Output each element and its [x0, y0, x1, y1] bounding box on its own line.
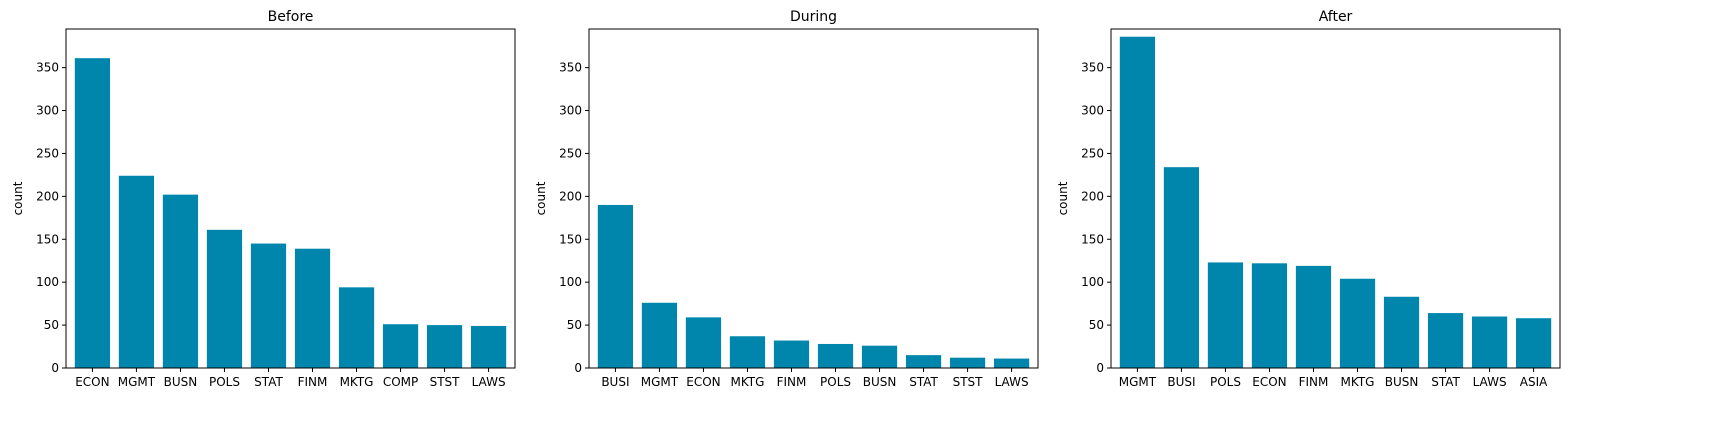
- bar-busi: [597, 204, 634, 368]
- x-tick-label: FINM: [1299, 375, 1329, 389]
- bar-econ: [685, 317, 722, 368]
- bar-mktg: [338, 287, 375, 368]
- bar-laws: [470, 325, 507, 368]
- bar-finm: [294, 248, 331, 368]
- x-tick-label: POLS: [1210, 375, 1241, 389]
- x-tick-label: COMP: [383, 375, 418, 389]
- bar-mktg: [1339, 278, 1376, 368]
- y-tick-label: 150: [559, 232, 582, 246]
- x-tick-label: LAWS: [1473, 375, 1507, 389]
- panel-title: During: [790, 9, 837, 25]
- x-tick-label: LAWS: [995, 375, 1029, 389]
- x-tick-label: ECON: [686, 375, 720, 389]
- x-tick-label: BUSN: [1385, 375, 1419, 389]
- y-tick-label: 100: [559, 275, 582, 289]
- y-tick-label: 250: [1081, 146, 1104, 160]
- x-tick-label: BUSI: [1167, 375, 1195, 389]
- x-tick-label: LAWS: [472, 375, 506, 389]
- y-tick-label: 200: [36, 189, 59, 203]
- x-tick-label: BUSI: [601, 375, 629, 389]
- bar-mgmt: [641, 302, 678, 368]
- bar-busn: [1383, 296, 1420, 368]
- x-tick-label: MGMT: [641, 375, 679, 389]
- bar-mktg: [729, 336, 766, 368]
- chart-panel-1: 0 50 100 150 200 250 300 350 ECON MGMT BUSN POLS STA…: [11, 9, 516, 389]
- x-tick-label: STAT: [1431, 375, 1460, 389]
- bar-stat: [1427, 313, 1464, 368]
- bar-busn: [861, 345, 898, 368]
- y-axis-label: count: [11, 181, 25, 215]
- x-tick-label: MKTG: [731, 375, 765, 389]
- bar-econ: [74, 58, 111, 368]
- y-tick-label: 50: [567, 318, 582, 332]
- panel-title: Before: [268, 9, 314, 25]
- x-tick-label: ASIA: [1520, 375, 1548, 389]
- bar-stat: [905, 355, 942, 368]
- y-tick-label: 100: [36, 275, 59, 289]
- y-tick-label: 300: [36, 104, 59, 118]
- bar-finm: [773, 340, 810, 368]
- x-tick-label: POLS: [209, 375, 240, 389]
- bar-pols: [206, 229, 243, 368]
- bar-pols: [817, 343, 854, 368]
- bar-stat: [250, 243, 287, 368]
- y-tick-label: 250: [559, 146, 582, 160]
- bar-stst: [426, 325, 463, 368]
- x-tick-label: BUSN: [164, 375, 198, 389]
- y-tick-label: 0: [51, 361, 59, 375]
- x-tick-label: ECON: [1252, 375, 1286, 389]
- chart-panel-2: 0 50 100 150 200 250 300 350 BUSI MGMT ECON MKTG FIN…: [534, 9, 1039, 389]
- x-tick-label: FINM: [777, 375, 807, 389]
- panel-title: After: [1319, 9, 1353, 25]
- bar-pols: [1207, 262, 1244, 368]
- bar-comp: [382, 324, 419, 368]
- y-tick-label: 200: [1081, 189, 1104, 203]
- bar-busi: [1163, 167, 1200, 368]
- x-tick-label: BUSN: [863, 375, 897, 389]
- bar-econ: [1251, 263, 1288, 368]
- bar-stst: [949, 357, 986, 368]
- y-tick-label: 350: [1081, 61, 1104, 75]
- y-tick-label: 200: [559, 189, 582, 203]
- x-tick-label: MGMT: [1119, 375, 1157, 389]
- axes-frame: [1110, 28, 1561, 369]
- axes-frame: [588, 28, 1039, 369]
- y-tick-label: 300: [1081, 104, 1104, 118]
- x-tick-label: STST: [430, 375, 461, 389]
- y-tick-label: 150: [36, 232, 59, 246]
- y-tick-label: 0: [1096, 361, 1104, 375]
- y-axis-label: count: [1056, 181, 1070, 215]
- y-tick-label: 50: [44, 318, 59, 332]
- y-tick-label: 250: [36, 146, 59, 160]
- x-tick-label: POLS: [820, 375, 851, 389]
- y-axis-label: count: [534, 181, 548, 215]
- y-tick-label: 350: [559, 61, 582, 75]
- x-tick-label: STAT: [254, 375, 283, 389]
- y-tick-label: 150: [1081, 232, 1104, 246]
- x-tick-label: FINM: [298, 375, 328, 389]
- bar-laws: [1471, 316, 1508, 368]
- bar-finm: [1295, 265, 1332, 368]
- x-tick-label: ECON: [75, 375, 109, 389]
- y-tick-label: 350: [36, 61, 59, 75]
- x-tick-label: MKTG: [1341, 375, 1375, 389]
- bar-asia: [1515, 318, 1552, 368]
- x-tick-label: STAT: [909, 375, 938, 389]
- bar-mgmt: [118, 175, 155, 368]
- bar-laws: [993, 358, 1030, 368]
- x-tick-label: MGMT: [118, 375, 156, 389]
- y-tick-label: 300: [559, 104, 582, 118]
- y-tick-label: 50: [1089, 318, 1104, 332]
- bar-mgmt: [1119, 36, 1156, 368]
- y-tick-label: 0: [574, 361, 582, 375]
- axes-frame: [65, 28, 516, 369]
- x-tick-label: MKTG: [340, 375, 374, 389]
- chart-panel-3: 0 50 100 150 200 250 300 350 MGMT BUSI POLS ECON FIN…: [1056, 9, 1561, 389]
- y-tick-label: 100: [1081, 275, 1104, 289]
- x-tick-label: STST: [953, 375, 984, 389]
- bar-busn: [162, 194, 199, 368]
